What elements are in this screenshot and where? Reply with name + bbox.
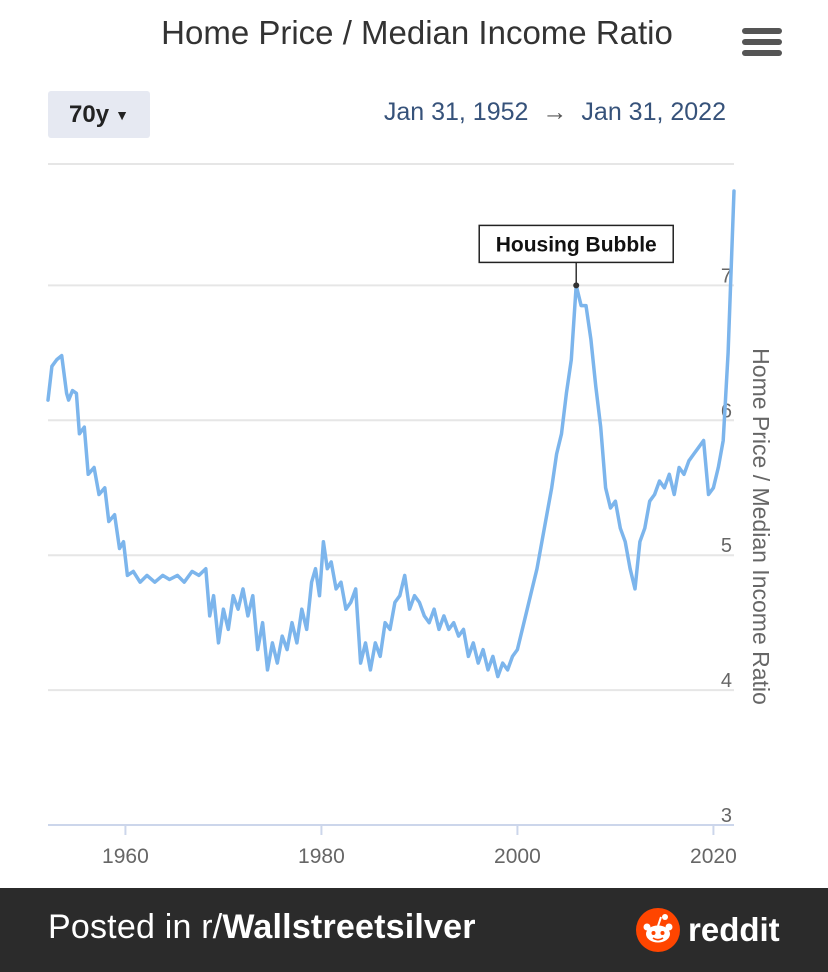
date-range-start[interactable]: Jan 31, 1952 [383,98,529,126]
range-selector-button[interactable]: 70y ▼ [48,91,150,138]
posted-prefix: Posted in r/ [48,908,223,946]
y-tick-label: 4 [721,670,732,692]
reddit-wordmark: reddit [688,911,780,948]
annotation-label: Housing Bubble [496,233,657,256]
arrow-right-icon: → [542,98,568,126]
subreddit-name[interactable]: Wallstreetsilver [222,908,476,946]
date-range: Jan 31, 1952 → Jan 31, 2022 [384,98,726,127]
series-line-1 [46,189,736,679]
posted-in-text: Posted in r/Wallstreetsilver [48,908,476,947]
range-selector-label: 70y [69,101,110,128]
caret-down-icon: ▼ [115,107,129,123]
x-tick-label: 1980 [298,845,345,868]
date-range-end[interactable]: Jan 31, 2022 [581,98,726,126]
y-tick-label: 3 [721,805,732,827]
reddit-brand[interactable]: reddit [636,908,780,952]
annotation-box [478,224,674,264]
x-tick-label: 1960 [102,845,149,868]
y-axis-title: Home Price / Median Income Ratio [748,348,774,705]
annotation-point [573,282,580,289]
y-tick-label: 5 [721,535,732,557]
chart-title: Home Price / Median Income Ratio [161,14,673,51]
reddit-footer: Posted in r/Wallstreetsilver reddit [0,888,828,972]
hamburger-menu-icon[interactable] [742,28,782,60]
y-tick-label: 7 [721,265,732,287]
x-tick-label: 2020 [690,845,737,868]
reddit-alien-icon [636,908,680,952]
x-tick-label: 2000 [494,845,541,868]
